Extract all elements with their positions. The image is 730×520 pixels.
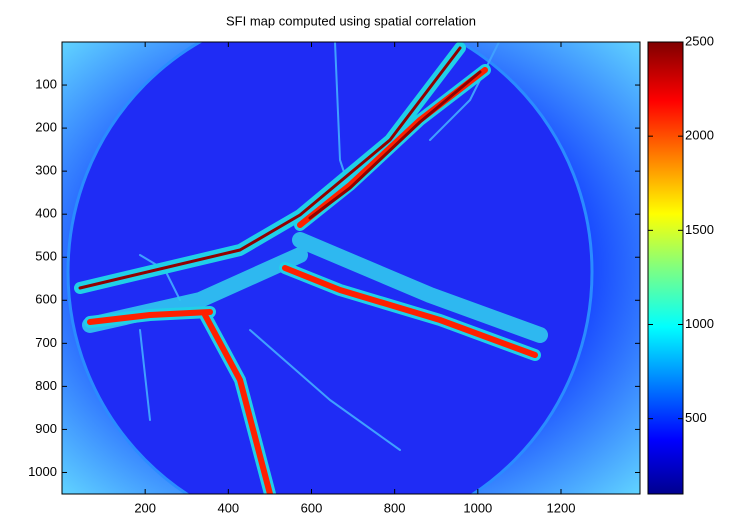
- x-tick-label: 600: [301, 500, 323, 515]
- x-tick-label: 800: [384, 500, 406, 515]
- colorbar-tick-label: 1500: [685, 222, 714, 237]
- colorbar-tick-label: 2000: [685, 128, 714, 143]
- chart-title: SFI map computed using spatial correlati…: [226, 13, 476, 28]
- x-tick-label: 1000: [463, 500, 492, 515]
- x-tick-label: 200: [134, 500, 156, 515]
- y-tick-label: 900: [35, 421, 57, 436]
- y-tick-label: 200: [35, 120, 57, 135]
- y-tick-label: 1000: [28, 464, 57, 479]
- y-tick-label: 500: [35, 249, 57, 264]
- heatmap-image: [62, 42, 640, 494]
- y-tick-label: 100: [35, 76, 57, 91]
- y-tick-label: 400: [35, 206, 57, 221]
- y-tick-label: 800: [35, 378, 57, 393]
- colorbar: [647, 41, 684, 495]
- x-tick-label: 1200: [547, 500, 576, 515]
- colorbar-tick-label: 1000: [685, 316, 714, 331]
- y-tick-label: 700: [35, 335, 57, 350]
- colorbar-tick-label: 2500: [685, 33, 714, 48]
- plot-frame: [61, 41, 641, 495]
- x-tick-label: 400: [217, 500, 239, 515]
- y-tick-label: 300: [35, 163, 57, 178]
- y-tick-label: 600: [35, 292, 57, 307]
- colorbar-tick-label: 500: [685, 410, 707, 425]
